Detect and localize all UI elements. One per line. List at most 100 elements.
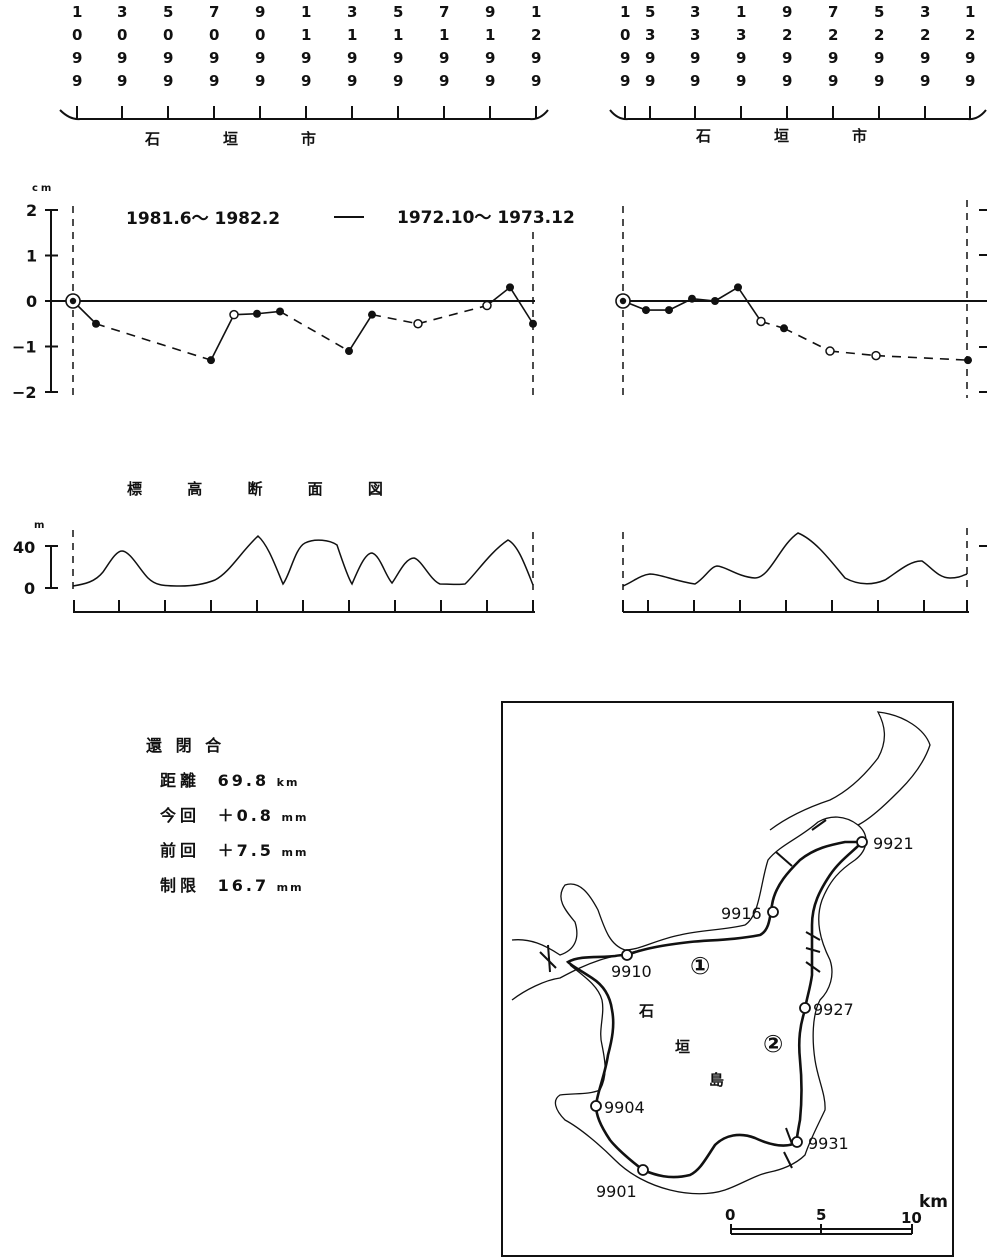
- series-segment: [714, 286, 739, 302]
- benchmark-digit: 3: [690, 3, 700, 21]
- y-unit-label: cm: [32, 183, 54, 194]
- closure-heading: 還 閉 合: [146, 728, 308, 763]
- data-point: [665, 306, 673, 315]
- closure-label-previous: 前回: [160, 841, 201, 860]
- benchmark-digit: 9: [531, 49, 541, 67]
- benchmark-digit: 3: [645, 26, 655, 44]
- data-point: [529, 319, 537, 328]
- closure-value-previous: ＋7.5: [217, 841, 274, 860]
- data-point: [642, 306, 650, 315]
- data-point: [345, 347, 353, 356]
- benchmark-digit: 9: [874, 49, 884, 67]
- y-tick-label: 2: [26, 201, 37, 220]
- benchmark-digit: 1: [965, 3, 975, 21]
- y-tick-label: 0: [26, 292, 37, 311]
- benchmark-digit: 5: [163, 3, 173, 21]
- series-segment: [783, 327, 831, 352]
- closure-label-current: 今回: [160, 806, 201, 825]
- benchmark-digit: 9: [347, 72, 357, 90]
- series-segment: [509, 286, 534, 325]
- benchmark-digit: 9: [690, 49, 700, 67]
- benchmark-digit: 9: [209, 49, 219, 67]
- data-point: [368, 310, 376, 319]
- data-point: [734, 283, 742, 292]
- benchmark-digit: 9: [209, 72, 219, 90]
- leveling-route: [565, 840, 865, 1179]
- benchmark-digit: 2: [828, 26, 838, 44]
- closure-value-current: ＋0.8: [217, 806, 274, 825]
- benchmark-digit: 3: [920, 3, 930, 21]
- benchmark-digit: 3: [347, 3, 357, 21]
- series-segment: [737, 286, 762, 322]
- benchmark-digit: 7: [439, 3, 449, 21]
- benchmark-digit: 1: [347, 26, 357, 44]
- benchmark-digit: 9: [117, 72, 127, 90]
- series-segment: [371, 313, 419, 325]
- region-label-right: 石 垣 市: [695, 127, 891, 145]
- series-segment: [210, 314, 235, 361]
- benchmark-digit: 9: [874, 72, 884, 90]
- island-coastline: [511, 711, 931, 1195]
- closure-row-current: 今回 ＋0.8 mm: [146, 798, 308, 833]
- data-point: [964, 356, 972, 365]
- data-point: [253, 309, 261, 318]
- benchmark-digit: 3: [117, 3, 127, 21]
- series-segment: [875, 354, 969, 361]
- benchmark-digit: 9: [72, 72, 82, 90]
- data-point: [92, 319, 100, 328]
- data-point: [276, 307, 284, 316]
- benchmark-digit: 9: [620, 49, 630, 67]
- data-point-open: [871, 350, 881, 361]
- series-segment: [486, 286, 511, 307]
- closure-value-limit: 16.7: [217, 876, 270, 895]
- closure-unit-distance: km: [276, 776, 300, 789]
- benchmark-digit: 2: [531, 26, 541, 44]
- series-segment: [668, 298, 693, 311]
- benchmark-digit: 5: [393, 3, 403, 21]
- data-point-origin-core: [69, 297, 77, 305]
- benchmark-digit: 9: [736, 72, 746, 90]
- benchmark-digit: 9: [782, 49, 792, 67]
- map-frame: [501, 701, 954, 1257]
- benchmark-digit: 1: [72, 3, 82, 21]
- benchmark-digit: 9: [393, 49, 403, 67]
- benchmark-digit: 1: [736, 3, 746, 21]
- profile-ytick-0: 0: [24, 579, 35, 598]
- series-segment: [279, 310, 350, 352]
- benchmark-digit: 1: [531, 3, 541, 21]
- data-point-open: [413, 319, 423, 329]
- island-label-char-3: 島: [709, 1071, 724, 1089]
- benchmark-digit: 3: [690, 26, 700, 44]
- data-point-open: [825, 346, 835, 356]
- island-label-char-1: 石: [638, 1002, 654, 1020]
- elevation-curve-1: [72, 534, 534, 587]
- benchmark-digit: 9: [439, 49, 449, 67]
- benchmark-digit: 9: [965, 72, 975, 90]
- route-1-marker: ①: [690, 952, 710, 980]
- station-9931: 9931: [808, 1134, 849, 1153]
- closure-label-limit: 制限: [160, 876, 201, 895]
- closure-value-distance: 69.8: [217, 771, 270, 790]
- closure-stats: 還 閉 合 距離 69.8 km 今回 ＋0.8 mm 前回 ＋7.5 mm 制…: [146, 728, 308, 903]
- station-9904: 9904: [604, 1098, 645, 1117]
- data-point: [711, 297, 719, 305]
- benchmark-digit: 9: [965, 49, 975, 67]
- benchmark-digit: 2: [874, 26, 884, 44]
- benchmark-digit: 1: [301, 26, 311, 44]
- data-point: [207, 356, 215, 365]
- region-bracket-right: [609, 109, 987, 121]
- y-tick-label: −1: [12, 338, 37, 357]
- closure-unit-previous: mm: [281, 846, 309, 859]
- closure-heading-text: 還 閉 合: [146, 736, 226, 755]
- series-route-2: [615, 283, 972, 365]
- closure-unit-current: mm: [281, 811, 309, 824]
- region-bracket-left: [59, 109, 549, 121]
- series-segment: [829, 350, 877, 357]
- benchmark-digit: 0: [209, 26, 219, 44]
- data-point: [506, 283, 514, 292]
- benchmark-digit: 9: [393, 72, 403, 90]
- benchmark-digit: 9: [828, 72, 838, 90]
- scale-unit: km: [919, 1192, 948, 1212]
- benchmark-digit: 9: [163, 49, 173, 67]
